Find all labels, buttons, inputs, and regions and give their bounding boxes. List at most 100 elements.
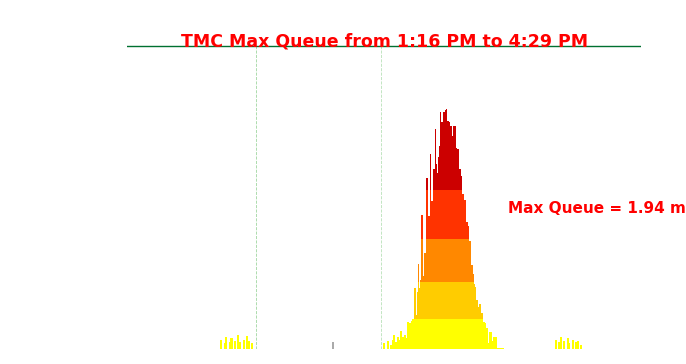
Bar — [418, 264, 419, 282]
Bar — [436, 228, 437, 240]
Bar — [467, 282, 468, 319]
Bar — [445, 110, 447, 190]
Bar — [452, 240, 454, 282]
Bar — [438, 240, 440, 282]
Bar — [445, 119, 447, 190]
Bar — [458, 164, 459, 190]
Bar — [440, 319, 442, 349]
Bar — [428, 216, 430, 240]
Bar — [473, 284, 475, 319]
Bar — [457, 282, 459, 319]
Bar — [457, 240, 459, 282]
Bar — [453, 240, 454, 282]
Bar — [451, 185, 452, 190]
Bar — [438, 319, 439, 349]
Bar — [486, 328, 488, 349]
Bar — [435, 319, 436, 349]
Bar — [465, 240, 466, 282]
Bar — [473, 282, 475, 319]
Bar — [462, 194, 464, 240]
Bar — [474, 287, 476, 319]
Bar — [465, 203, 466, 240]
Bar — [466, 282, 468, 319]
Bar — [434, 319, 436, 349]
Bar — [246, 336, 248, 349]
Bar — [465, 282, 466, 319]
Bar — [432, 282, 434, 319]
Bar — [425, 278, 427, 282]
Bar — [456, 151, 458, 190]
Bar — [417, 319, 420, 349]
Bar — [462, 240, 464, 282]
Bar — [453, 319, 454, 349]
Bar — [427, 319, 429, 349]
Bar — [560, 337, 562, 349]
Bar — [424, 253, 427, 282]
Bar — [501, 348, 504, 349]
Bar — [450, 319, 451, 349]
Bar — [446, 240, 447, 282]
Bar — [399, 340, 401, 349]
Bar — [425, 319, 427, 349]
Bar — [440, 240, 442, 282]
Bar — [438, 319, 440, 349]
Bar — [419, 319, 421, 349]
Bar — [465, 231, 466, 240]
Bar — [411, 321, 413, 349]
Bar — [390, 345, 392, 349]
Bar — [409, 323, 411, 349]
Bar — [456, 282, 458, 319]
Bar — [470, 319, 471, 349]
Bar — [441, 190, 442, 240]
Bar — [443, 129, 444, 190]
Bar — [441, 282, 442, 319]
Bar — [457, 319, 459, 349]
Bar — [439, 240, 440, 282]
Bar — [456, 190, 458, 240]
Bar — [418, 299, 420, 319]
Bar — [473, 282, 474, 319]
Bar — [439, 282, 440, 319]
Bar — [453, 240, 454, 282]
Bar — [441, 240, 442, 282]
Bar — [431, 282, 434, 319]
Bar — [456, 319, 458, 349]
Bar — [431, 282, 432, 319]
Bar — [442, 240, 444, 282]
Bar — [432, 319, 434, 349]
Bar — [477, 307, 480, 319]
Bar — [431, 319, 432, 349]
Bar — [445, 220, 446, 240]
Bar — [567, 339, 569, 349]
Bar — [459, 240, 460, 282]
Bar — [473, 274, 475, 282]
Bar — [450, 282, 452, 319]
Bar — [435, 240, 436, 282]
Bar — [460, 190, 462, 240]
Bar — [443, 282, 445, 319]
Bar — [433, 282, 435, 319]
Bar — [224, 343, 226, 349]
Bar — [428, 282, 430, 319]
Bar — [450, 319, 452, 349]
Bar — [449, 240, 451, 282]
Bar — [428, 319, 430, 349]
Bar — [484, 323, 486, 349]
Bar — [445, 319, 447, 349]
Bar — [387, 341, 388, 349]
Bar — [430, 240, 431, 282]
Bar — [462, 240, 463, 282]
Bar — [426, 240, 428, 282]
Bar — [248, 341, 250, 349]
Bar — [431, 319, 434, 349]
Bar — [450, 190, 451, 240]
Bar — [422, 319, 423, 349]
Bar — [457, 149, 459, 190]
Bar — [469, 241, 471, 282]
Bar — [447, 120, 449, 190]
Bar — [251, 343, 253, 349]
Bar — [423, 282, 425, 319]
Bar — [459, 169, 461, 190]
Bar — [414, 288, 416, 319]
Bar — [460, 319, 461, 349]
